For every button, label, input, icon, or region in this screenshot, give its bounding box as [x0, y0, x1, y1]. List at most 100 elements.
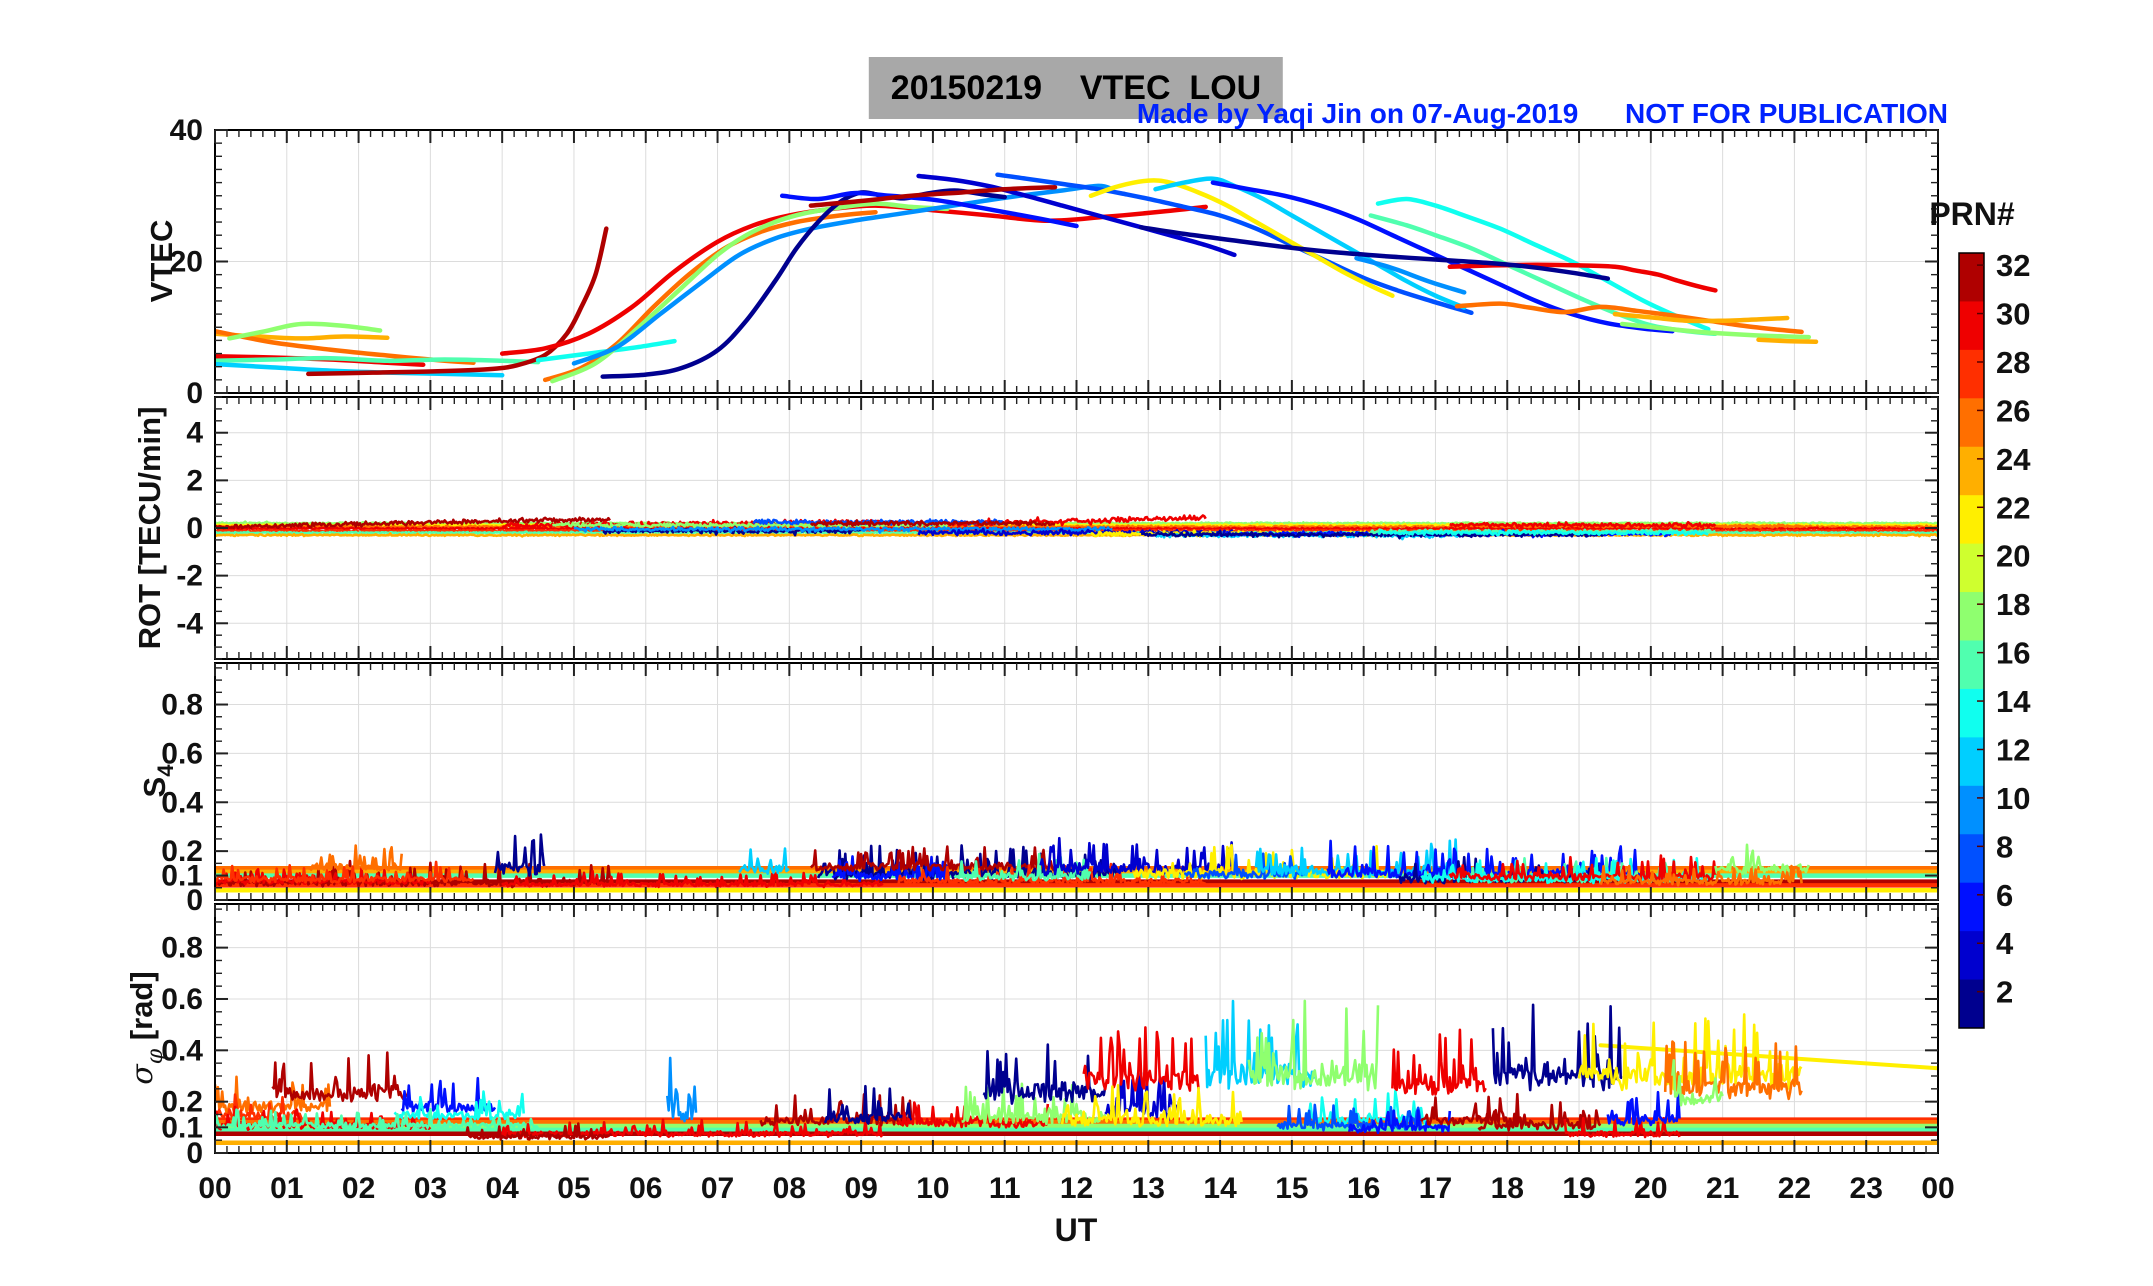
x-tick-label: 07 [701, 1172, 734, 1205]
noise-trace-prn-30 [501, 869, 884, 889]
colorbar-tick-label: 10 [1996, 781, 2030, 816]
x-tick-label: 05 [557, 1172, 590, 1205]
colorbar-tick-label: 4 [1996, 926, 2014, 961]
y-tick-label: 0.6 [161, 737, 203, 770]
x-tick-label: 01 [270, 1172, 303, 1205]
colorbar-band [1959, 979, 1984, 1029]
y-tick-label: 0.8 [161, 932, 203, 965]
colorbar-band [1959, 737, 1984, 787]
vtec-arc-prn-12 [1153, 176, 1467, 310]
colorbar-tick-label: 26 [1996, 393, 2030, 428]
y-tick-label: 0.6 [161, 983, 203, 1016]
colorbar-band [1959, 301, 1984, 351]
vtec-arc-prn-16 [215, 355, 541, 365]
noise-trace-prn-30 [1449, 520, 1717, 530]
colorbar-tick-label: 8 [1996, 829, 2013, 864]
chart-title: 20150219 VTEC LOU [868, 57, 1284, 119]
noise-trace-prn-12 [738, 847, 790, 875]
panel-s4: 00.10.2 0.4 0.6 0.8 [161, 662, 1939, 917]
noise-trace-prn-12 [1204, 999, 1315, 1090]
noise-trace-prn-32 [809, 519, 1056, 528]
plot-area-rot [215, 514, 1938, 541]
panel-rot: -4 -2 0 2 4 [176, 396, 1939, 660]
colorbar-band [1959, 785, 1984, 835]
colorbar-band [1959, 446, 1984, 496]
noise-trace-prn-14 [1377, 529, 1709, 537]
x-tick-label: 00 [198, 1172, 231, 1205]
y-tick-label: 0 [186, 1137, 203, 1170]
vtec-arc-prn-26 [542, 209, 878, 383]
plot-area-vtec [215, 172, 1819, 384]
x-tick-label: 06 [629, 1172, 662, 1205]
x-tick-label: 02 [342, 1172, 375, 1205]
x-tick-label: 21 [1706, 1172, 1739, 1205]
vtec-arc-prn-14 [1375, 196, 1711, 332]
noise-trace-prn-18 [961, 1082, 1107, 1126]
y-axis-label-vtec: VTEC [144, 219, 179, 303]
colorbar-band [1959, 931, 1984, 981]
colorbar-band [1959, 253, 1984, 302]
x-tick-label: 19 [1562, 1172, 1595, 1205]
noise-trace-prn-4 [1039, 836, 1236, 877]
noise-trace-prn-16 [953, 852, 1092, 883]
x-tick-label: 11 [989, 1172, 1021, 1205]
y-tick-label: 4 [186, 417, 203, 450]
colorbar-band [1959, 592, 1984, 641]
colorbar-tick-label: 24 [1996, 442, 2031, 477]
y-axis-label-rot: ROT [TECU/min] [132, 406, 167, 650]
colorbar-band [1959, 495, 1984, 545]
noise-trace-prn-32 [215, 516, 611, 530]
colorbar-tick-label: 14 [1996, 684, 2031, 719]
x-tick-label: 03 [414, 1172, 447, 1205]
y-axis-label-s4: S4 [137, 764, 178, 798]
panel-sigma_phi: 00.10.2 0.4 0.6 0.8 [161, 903, 1939, 1170]
y-tick-label: 0 [186, 512, 203, 545]
colorbar-tick-label: 28 [1996, 345, 2030, 380]
noise-trace-prn-2 [493, 833, 546, 877]
x-tick-label: 14 [1203, 1172, 1237, 1205]
noise-trace-prn-30 [1391, 1028, 1487, 1096]
vtec-arc-prn-32 [808, 184, 1058, 208]
y-tick-label: 20 [170, 246, 203, 279]
y-tick-label: 0.4 [161, 786, 203, 819]
colorbar-tick-label: 30 [1996, 297, 2030, 332]
noise-trace-prn-26 [307, 844, 403, 872]
colorbar-band [1959, 543, 1984, 593]
colorbar-band [1959, 398, 1984, 448]
noise-trace-prn-18 [552, 520, 949, 530]
y-tick-label: 2 [186, 464, 203, 497]
panel-vtec: 0 20 40 [170, 114, 1939, 410]
x-tick-label: 12 [1060, 1172, 1093, 1205]
colorbar-band [1959, 834, 1984, 884]
noise-trace-prn-6 [1606, 1090, 1681, 1127]
x-tick-label: 15 [1275, 1172, 1308, 1205]
noise-trace-prn-14 [393, 1090, 525, 1121]
noise-trace-prn-30 [1563, 1116, 1681, 1139]
y-tick-label: 0.2 [161, 1086, 203, 1119]
noise-trace-prn-32 [1420, 1092, 1523, 1127]
noise-trace-prn-18 [1671, 1059, 1724, 1107]
x-axis-label-ut: UT [1054, 1212, 1098, 1248]
y-tick-label: -4 [176, 607, 203, 640]
colorbar-tick-label: 20 [1996, 539, 2030, 574]
colorbar-band [1959, 688, 1984, 738]
colorbar-title: PRN# [1929, 196, 2015, 232]
noise-trace-prn-32 [465, 1122, 611, 1141]
noise-trace-prn-2 [823, 1084, 913, 1125]
vtec-arc-prn-24 [1612, 311, 1790, 324]
x-tick-label: 00 [1921, 1172, 1954, 1205]
noise-trace-prn-26 [1457, 522, 1803, 529]
y-tick-label: 0.8 [161, 689, 203, 722]
colorbar-tick-label: 32 [1996, 248, 2030, 283]
colorbar-tick-label: 22 [1996, 490, 2030, 525]
vtec-arc-prn-8 [995, 172, 1474, 316]
y-axis-label-sigma-phi: σφ [rad] [124, 971, 168, 1085]
y-tick-label: -2 [176, 560, 203, 593]
y-tick-label: 40 [170, 114, 203, 147]
noise-trace-prn-28 [896, 862, 1207, 887]
vtec-arc-prn-22 [1088, 178, 1395, 298]
noise-trace-prn-30 [896, 1101, 1050, 1129]
colorbar-tick-label: 16 [1996, 636, 2030, 671]
y-tick-label: 0 [186, 377, 203, 410]
